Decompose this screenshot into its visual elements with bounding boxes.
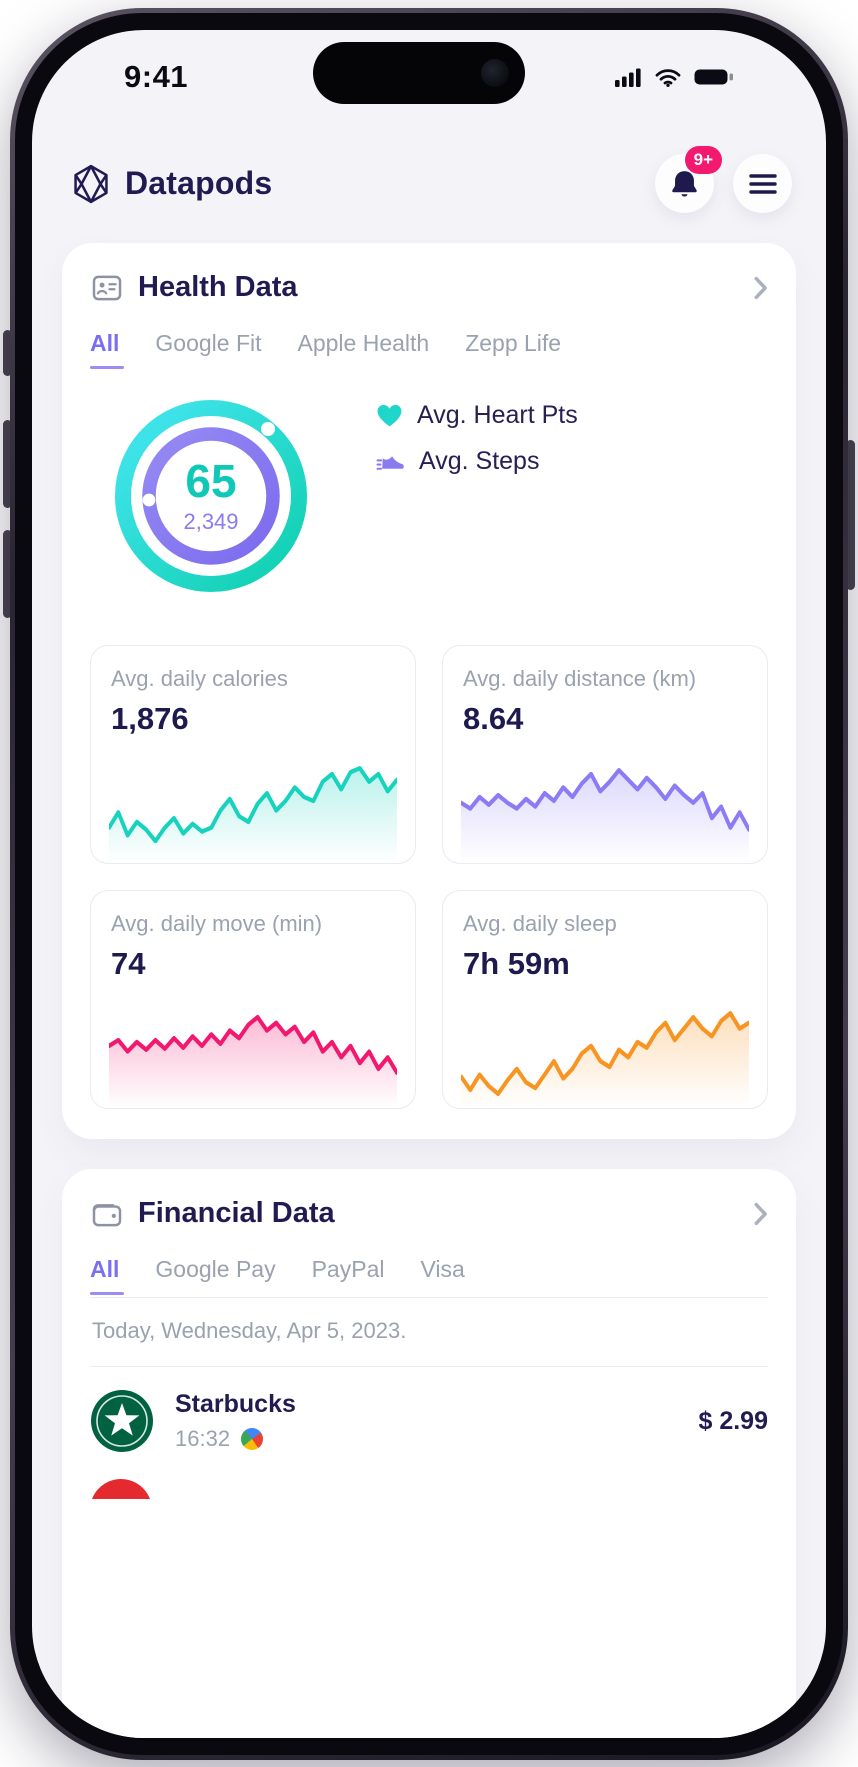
- financial-tab-google-pay[interactable]: Google Pay: [155, 1256, 276, 1282]
- bell-icon: [672, 171, 697, 197]
- front-camera: [481, 59, 509, 87]
- metric-card-move[interactable]: Avg. daily move (min) 74: [90, 890, 416, 1109]
- financial-card-header[interactable]: Financial Data: [90, 1197, 768, 1230]
- metric-label: Avg. daily sleep: [463, 911, 617, 936]
- metric-label: Avg. daily move (min): [111, 911, 323, 936]
- financial-tabs: All Google Pay PayPal Visa: [90, 1256, 768, 1295]
- financial-card-title: Financial Data: [138, 1197, 335, 1229]
- metric-label: Avg. daily calories: [111, 666, 288, 691]
- health-metrics-grid: Avg. daily calories 1,876 Avg. daily dis…: [90, 645, 768, 1109]
- wallet-icon: [90, 1201, 124, 1227]
- running-shoe-icon: [376, 455, 404, 470]
- health-tab-all[interactable]: All: [90, 330, 125, 369]
- financial-tab-all[interactable]: All: [90, 1256, 125, 1295]
- heart-pts-value: 65: [185, 454, 237, 507]
- metric-card-sleep[interactable]: Avg. daily sleep 7h 59m: [442, 890, 768, 1109]
- inner-ring-marker: [142, 493, 156, 507]
- health-tabs: All Google Fit Apple Health Zepp Life: [90, 330, 768, 369]
- chevron-right-icon[interactable]: [754, 1202, 768, 1226]
- chevron-right-icon[interactable]: [754, 276, 768, 300]
- transactions-date-header: Today, Wednesday, Apr 5, 2023.: [92, 1318, 407, 1343]
- mute-switch[interactable]: [3, 330, 12, 376]
- phone-frame: 9:41: [10, 8, 848, 1760]
- app-title: Datapods: [125, 165, 273, 201]
- calories-sparkline-chart: [109, 741, 397, 863]
- notifications-button[interactable]: 9+: [655, 146, 722, 213]
- health-donut-chart: 65 2,349: [104, 389, 318, 603]
- wifi-icon: [655, 68, 681, 87]
- legend-heart-label: Avg. Heart Pts: [417, 401, 578, 429]
- sleep-sparkline-chart: [461, 986, 749, 1108]
- metric-card-distance[interactable]: Avg. daily distance (km) 8.64: [442, 645, 768, 864]
- app-header: Datapods 9+: [70, 146, 792, 213]
- next-merchant-logo: [90, 1479, 152, 1499]
- outer-ring-marker: [261, 422, 275, 436]
- cellular-signal-icon: [615, 68, 641, 87]
- health-tab-google-fit[interactable]: Google Fit: [155, 330, 262, 356]
- health-tab-apple-health[interactable]: Apple Health: [297, 330, 430, 356]
- heart-icon: [377, 404, 402, 427]
- phone-bezel: 9:41: [15, 13, 843, 1755]
- health-data-card: Health Data All Google Fit Apple Health …: [62, 243, 796, 1139]
- transaction-row[interactable]: Starbucks 16:32 $ 2.99: [90, 1389, 768, 1453]
- hamburger-icon: [748, 173, 777, 194]
- distance-sparkline-chart: [461, 741, 749, 863]
- dynamic-island: [313, 42, 525, 104]
- power-button[interactable]: [846, 440, 855, 590]
- donut-legend: Avg. Heart Pts Avg. Steps: [376, 401, 578, 476]
- starbucks-logo: [91, 1390, 153, 1452]
- notification-badge: 9+: [684, 146, 722, 174]
- legend-steps: Avg. Steps: [376, 447, 578, 476]
- merchant-name: Starbucks: [175, 1390, 296, 1418]
- move-sparkline-chart: [109, 986, 397, 1108]
- metric-value: 8.64: [463, 701, 524, 736]
- divider: [90, 1366, 768, 1367]
- metric-value: 7h 59m: [463, 946, 570, 981]
- financial-tab-paypal[interactable]: PayPal: [311, 1256, 385, 1282]
- transaction-info: Starbucks 16:32: [175, 1390, 698, 1452]
- metric-value: 1,876: [111, 701, 189, 736]
- volume-up-button[interactable]: [3, 420, 12, 508]
- health-data-icon: [90, 275, 124, 301]
- divider: [90, 1297, 768, 1298]
- financial-tab-visa[interactable]: Visa: [420, 1256, 465, 1282]
- phone-screen: 9:41: [32, 30, 826, 1738]
- battery-icon: [694, 69, 733, 85]
- brand: Datapods: [70, 163, 636, 205]
- health-card-header[interactable]: Health Data: [90, 271, 768, 304]
- legend-steps-label: Avg. Steps: [419, 447, 540, 475]
- status-time: 9:41: [124, 59, 189, 94]
- next-transaction-partial: [90, 1479, 768, 1499]
- health-card-title: Health Data: [138, 271, 298, 303]
- metric-card-calories[interactable]: Avg. daily calories 1,876: [90, 645, 416, 864]
- volume-down-button[interactable]: [3, 530, 12, 618]
- metric-label: Avg. daily distance (km): [463, 666, 697, 691]
- menu-button[interactable]: [733, 154, 792, 213]
- legend-heart-pts: Avg. Heart Pts: [376, 401, 578, 430]
- metric-value: 74: [111, 946, 146, 981]
- status-bar: 9:41: [32, 58, 826, 96]
- transaction-amount: $ 2.99: [698, 1406, 768, 1435]
- steps-value: 2,349: [183, 508, 239, 534]
- financial-data-card: Financial Data All Google Pay PayPal Vis…: [62, 1169, 796, 1738]
- health-tab-zepp-life[interactable]: Zepp Life: [465, 330, 562, 356]
- datapods-logo-icon: [74, 164, 108, 203]
- google-pay-icon: [241, 1428, 264, 1450]
- transaction-time: 16:32: [175, 1426, 231, 1451]
